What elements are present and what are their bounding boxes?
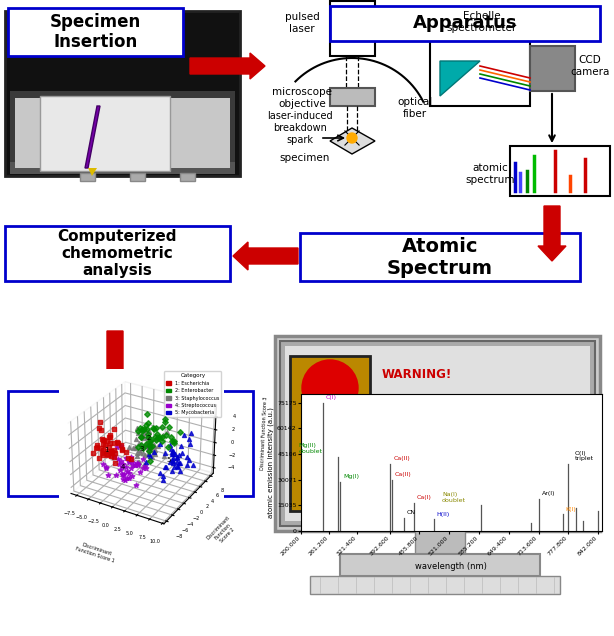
Text: Ca(I): Ca(I) (417, 495, 432, 500)
Text: Apparatus: Apparatus (413, 15, 517, 32)
Bar (80, 173, 95, 181)
Circle shape (302, 360, 358, 416)
Bar (330, 6, 600, 41)
Bar (8, 8, 183, 56)
Text: K(I): K(I) (566, 507, 577, 511)
Bar (15, 98, 230, 168)
Text: atomic
spectrum: atomic spectrum (465, 163, 515, 185)
FancyArrow shape (538, 206, 566, 261)
FancyArrow shape (190, 53, 265, 79)
Bar (530, 46, 575, 91)
Bar (300, 233, 580, 281)
Bar (415, 526, 465, 556)
Bar (130, 173, 145, 181)
Polygon shape (440, 61, 480, 96)
Polygon shape (330, 128, 375, 154)
Y-axis label: Discriminant
Function
Score 2: Discriminant Function Score 2 (206, 515, 239, 549)
Circle shape (347, 133, 357, 143)
Bar (5, 11, 240, 176)
Polygon shape (88, 168, 97, 176)
Bar (510, 146, 610, 196)
Text: Ca(II): Ca(II) (395, 472, 411, 477)
Text: P(I): P(I) (0, 635, 1, 636)
Bar (340, 554, 540, 576)
Text: Mg(II)
doublet: Mg(II) doublet (299, 443, 323, 453)
Text: Computerized
chemometric
analysis: Computerized chemometric analysis (58, 228, 177, 279)
Bar (280, 341, 595, 526)
Text: microscope
objective: microscope objective (272, 87, 332, 109)
Bar (5, 226, 230, 281)
Text: O(I)
triplet: O(I) triplet (575, 451, 594, 462)
Text: Na(I)
doublet: Na(I) doublet (442, 492, 466, 502)
Y-axis label: atomic emission intensity (a.u.): atomic emission intensity (a.u.) (268, 407, 274, 518)
Text: Echelle
spectrometer: Echelle spectrometer (447, 11, 517, 33)
Bar (10, 91, 235, 171)
Text: CN: CN (406, 511, 416, 515)
X-axis label: Discriminant
Function Score 1: Discriminant Function Score 1 (75, 540, 117, 563)
Text: CCD
camera: CCD camera (570, 55, 610, 77)
FancyArrow shape (101, 331, 129, 386)
Text: H(II): H(II) (437, 512, 449, 516)
Legend: 1: Escherichia, 2: Enterobacter, 3: Staphylococcus, 4: Streptococcus, 5: Mycobac: 1: Escherichia, 2: Enterobacter, 3: Stap… (165, 371, 222, 417)
Text: C(I): C(I) (326, 395, 336, 400)
Bar (310, 576, 560, 594)
Text: Mg(I): Mg(I) (343, 474, 359, 480)
Text: Specimen
Insertion: Specimen Insertion (50, 13, 141, 52)
Text: detected!: detected! (382, 429, 443, 439)
Bar (285, 346, 590, 521)
Bar (330, 1, 375, 56)
Text: WARNING!: WARNING! (382, 368, 453, 380)
FancyArrow shape (233, 242, 298, 270)
Bar (40, 96, 170, 171)
Bar (290, 356, 370, 511)
Bar (10, 162, 235, 174)
Bar (8, 391, 253, 496)
X-axis label: wavelength (nm): wavelength (nm) (415, 562, 488, 571)
Circle shape (302, 408, 358, 464)
Bar (180, 173, 195, 181)
Text: S. aureus: S. aureus (382, 399, 441, 409)
Text: laser-induced
breakdown
spark: laser-induced breakdown spark (267, 111, 333, 144)
Bar (330, 88, 375, 106)
Text: Ar(I): Ar(I) (542, 491, 555, 496)
Text: Atomic
Spectrum: Atomic Spectrum (387, 237, 493, 277)
Text: optical
fiber: optical fiber (397, 97, 433, 119)
Text: pulsed
laser: pulsed laser (285, 12, 319, 34)
Text: Autonomous
classification /
identification
of sample: Autonomous classification / identificati… (69, 410, 192, 477)
Text: Ca(II): Ca(II) (393, 457, 410, 462)
Bar (430, 36, 530, 106)
Bar (275, 336, 600, 531)
Circle shape (302, 456, 358, 512)
Polygon shape (85, 106, 100, 168)
Text: specimen: specimen (280, 153, 330, 163)
